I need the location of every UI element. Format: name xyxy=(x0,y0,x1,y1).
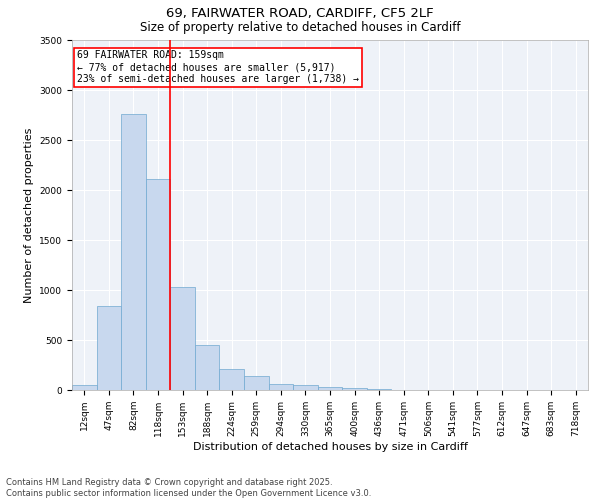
Bar xyxy=(342,388,367,390)
Bar xyxy=(97,306,121,390)
Text: 69, FAIRWATER ROAD, CARDIFF, CF5 2LF: 69, FAIRWATER ROAD, CARDIFF, CF5 2LF xyxy=(166,8,434,20)
Bar xyxy=(195,345,220,390)
Bar xyxy=(72,384,97,390)
Text: Contains HM Land Registry data © Crown copyright and database right 2025.
Contai: Contains HM Land Registry data © Crown c… xyxy=(6,478,371,498)
Bar xyxy=(170,287,195,390)
Bar xyxy=(121,114,146,390)
Y-axis label: Number of detached properties: Number of detached properties xyxy=(24,128,34,302)
Bar xyxy=(146,179,170,390)
Bar xyxy=(293,385,318,390)
Bar xyxy=(318,387,342,390)
Bar xyxy=(220,368,244,390)
Text: Size of property relative to detached houses in Cardiff: Size of property relative to detached ho… xyxy=(140,21,460,34)
X-axis label: Distribution of detached houses by size in Cardiff: Distribution of detached houses by size … xyxy=(193,442,467,452)
Bar xyxy=(244,376,269,390)
Bar xyxy=(269,384,293,390)
Bar xyxy=(367,389,391,390)
Text: 69 FAIRWATER ROAD: 159sqm
← 77% of detached houses are smaller (5,917)
23% of se: 69 FAIRWATER ROAD: 159sqm ← 77% of detac… xyxy=(77,50,359,84)
